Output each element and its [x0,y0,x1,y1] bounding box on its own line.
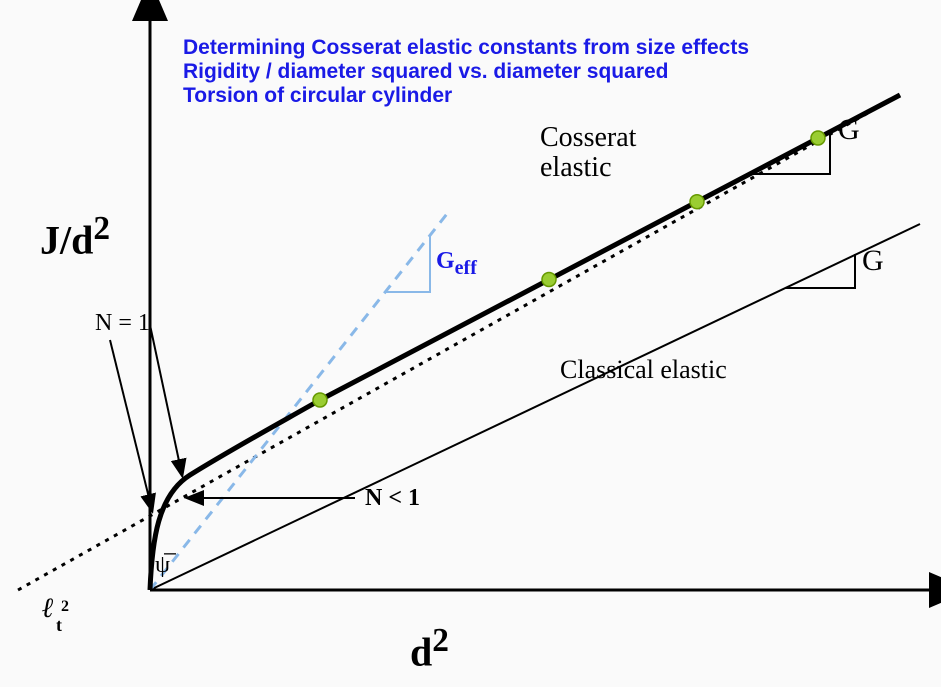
y-axis-label: J/d2 [40,210,110,263]
chart-title-1: Determining Cosserat elastic constants f… [183,36,749,60]
classical-label: Classical elastic [560,355,727,385]
lt-squared-label: ℓ 2t [42,595,69,651]
chart-canvas: Determining Cosserat elastic constants f… [0,0,941,687]
cosserat-curve [150,95,900,590]
data-point [313,393,327,407]
geff-slope-label: Geff [436,248,477,280]
chart-title-2: Rigidity / diameter squared vs. diameter… [183,60,669,84]
n-lt-1-label: N < 1 [365,485,420,512]
chart-title-3: Torsion of circular cylinder [183,84,452,108]
geff-line [150,210,450,590]
data-point [690,195,704,209]
x-axis-label: d2 [410,622,449,675]
classical-line [150,224,920,590]
cosserat-label-1: Cosserat [540,122,636,154]
n1-arrow-2 [110,340,152,510]
n1-arrow [150,325,182,475]
plot-svg [0,0,941,687]
classical-slope-label: G [862,244,884,278]
data-point [811,131,825,145]
n-equals-1-label: N = 1 [95,310,150,337]
cosserat-slope-label: G [838,113,860,147]
cosserat-label-2: elastic [540,152,612,184]
psi-label: ψ̅ [155,552,170,579]
data-point [542,273,556,287]
